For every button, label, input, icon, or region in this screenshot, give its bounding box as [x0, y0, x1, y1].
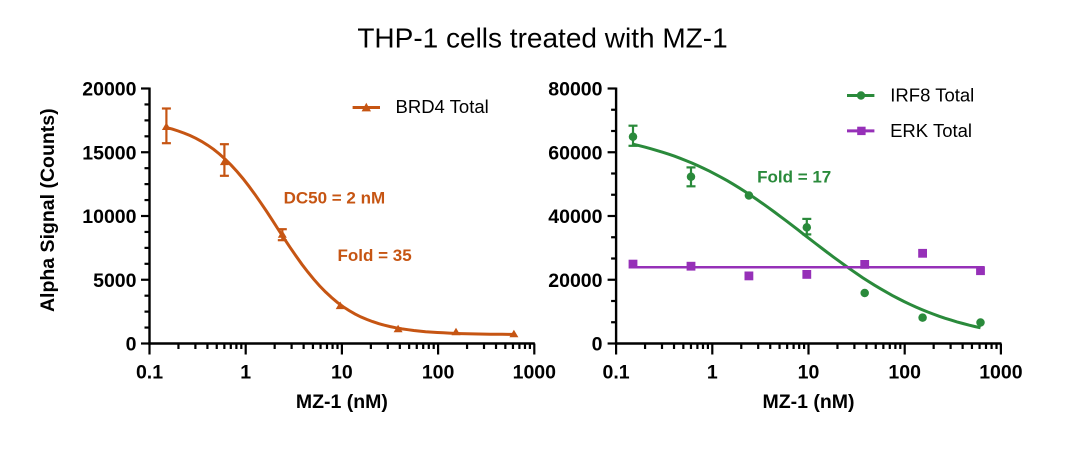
svg-text:ERK Total: ERK Total: [890, 120, 972, 141]
svg-text:THP-1 cells treated with MZ-1: THP-1 cells treated with MZ-1: [357, 23, 727, 54]
svg-text:MZ-1 (nM): MZ-1 (nM): [296, 391, 388, 413]
svg-text:BRD4 Total: BRD4 Total: [396, 96, 489, 117]
svg-text:5000: 5000: [93, 270, 137, 292]
svg-text:15000: 15000: [82, 142, 136, 164]
svg-text:0: 0: [126, 334, 137, 356]
svg-text:1: 1: [240, 361, 251, 383]
svg-text:1000: 1000: [979, 361, 1023, 383]
svg-text:10000: 10000: [82, 206, 136, 228]
svg-text:20000: 20000: [82, 79, 136, 101]
svg-text:10: 10: [331, 361, 353, 383]
svg-text:100: 100: [422, 361, 455, 383]
svg-text:0.1: 0.1: [603, 361, 630, 383]
svg-text:IRF8 Total: IRF8 Total: [890, 85, 974, 106]
svg-text:1000: 1000: [513, 361, 557, 383]
svg-text:100: 100: [888, 361, 921, 383]
svg-text:20000: 20000: [548, 270, 602, 292]
svg-text:1: 1: [707, 361, 718, 383]
svg-text:10: 10: [798, 361, 820, 383]
svg-text:DC50 = 2 nM: DC50 = 2 nM: [284, 188, 386, 207]
svg-text:0: 0: [592, 334, 603, 356]
svg-text:Fold = 35: Fold = 35: [338, 246, 412, 265]
svg-text:Fold = 17: Fold = 17: [757, 168, 831, 187]
svg-text:40000: 40000: [548, 206, 602, 228]
svg-text:60000: 60000: [548, 142, 602, 164]
svg-text:0.1: 0.1: [136, 361, 163, 383]
svg-text:80000: 80000: [548, 79, 602, 101]
svg-text:Alpha Signal (Counts): Alpha Signal (Counts): [37, 108, 59, 312]
svg-text:MZ-1 (nM): MZ-1 (nM): [762, 391, 854, 413]
